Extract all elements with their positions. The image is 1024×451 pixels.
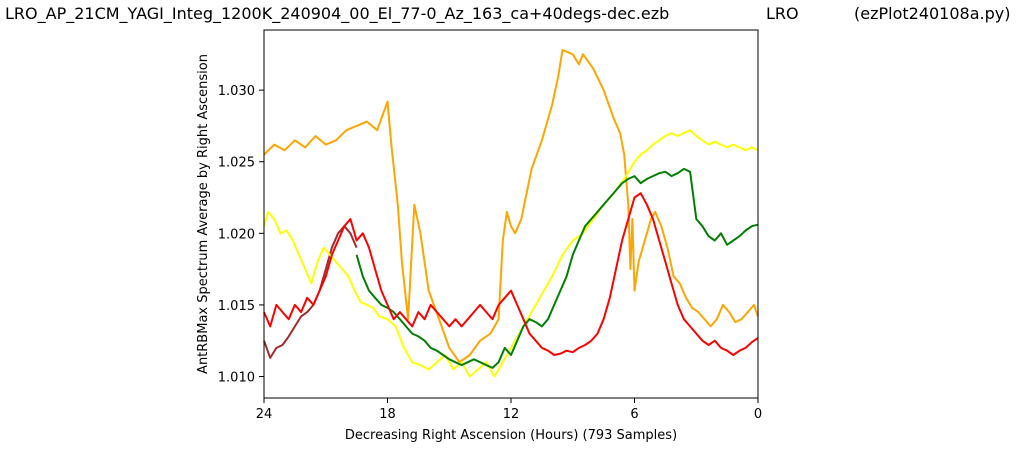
x-tick-label: 18 — [379, 407, 396, 422]
x-tick-label: 0 — [754, 407, 762, 422]
series-line-2 — [263, 49, 759, 364]
y-tick-label: 1.010 — [218, 371, 255, 386]
series-line-3 — [263, 129, 759, 378]
site-title: LRO — [766, 4, 799, 23]
y-tick-label: 1.015 — [218, 299, 255, 314]
x-tick-label: 24 — [256, 407, 273, 422]
series-line-5 — [263, 192, 759, 356]
x-axis: 24 18 12 6 0 — [256, 398, 762, 422]
x-axis-label: Decreasing Right Ascension (Hours) (793 … — [345, 428, 677, 443]
series-layer — [263, 49, 759, 378]
series-line-4 — [355, 167, 759, 369]
series-line-1 — [263, 225, 358, 359]
file-name-title: LRO_AP_21CM_YAGI_Integ_1200K_240904_00_E… — [5, 4, 670, 23]
x-tick-label: 6 — [630, 407, 638, 422]
plot-frame — [263, 29, 759, 399]
y-axis-label: AntRBMax Spectrum Average by Right Ascen… — [196, 54, 211, 374]
y-tick-label: 1.020 — [218, 227, 255, 242]
y-axis: 1.010 1.015 1.020 1.025 1.030 — [218, 84, 264, 386]
y-tick-label: 1.025 — [218, 156, 255, 171]
y-tick-label: 1.030 — [218, 84, 255, 99]
x-tick-label: 12 — [503, 407, 520, 422]
program-title: (ezPlot240108a.py) — [854, 4, 1011, 23]
